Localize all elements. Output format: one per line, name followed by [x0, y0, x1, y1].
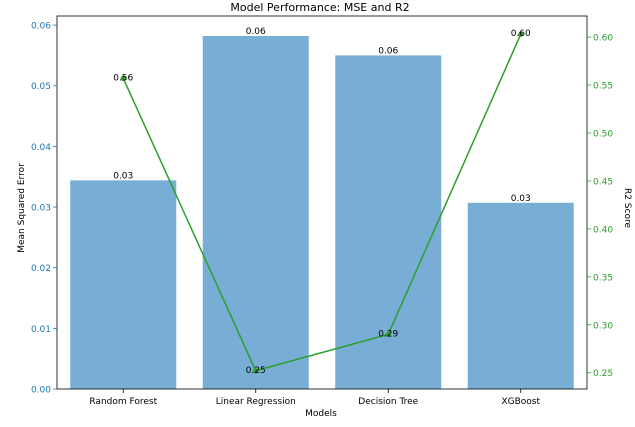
x-tick-label: Linear Regression	[216, 397, 296, 407]
y2-tick-label: 0.30	[593, 321, 613, 331]
r2-marker	[385, 331, 391, 337]
y-tick-label: 0.02	[31, 264, 51, 274]
r2-marker	[518, 31, 524, 37]
r2-value-label: 0.60	[511, 29, 531, 39]
x-tick-label: Decision Tree	[358, 397, 418, 407]
r2-value-label: 0.29	[378, 329, 398, 339]
y2-tick-label: 0.45	[593, 177, 613, 187]
y2-tick-label: 0.40	[593, 225, 613, 235]
r2-marker	[120, 75, 126, 81]
r2-value-label: 0.25	[246, 366, 266, 376]
y-tick-label: 0.00	[31, 386, 51, 396]
y2-tick-label: 0.60	[593, 34, 613, 44]
y-tick-label: 0.04	[31, 143, 51, 153]
bar-value-label: 0.06	[246, 27, 266, 37]
x-tick-label: Random Forest	[89, 397, 157, 407]
bar	[70, 180, 177, 389]
axes-layer: 0.00 0.01 0.02 0.03 0.04 0.05 0.06 0.25 0.30 0.35…	[31, 15, 613, 407]
bar	[467, 202, 574, 389]
r2-line	[122, 33, 522, 372]
chart-title: Model Performance: MSE and R2	[230, 1, 409, 14]
x-axis-label: Models	[305, 409, 337, 419]
y2-axis-label: R2 Score	[622, 188, 632, 229]
y-tick-label: 0.06	[31, 22, 51, 32]
bar	[202, 36, 309, 389]
bar-value-label: 0.03	[511, 194, 531, 204]
y-tick-label: 0.05	[31, 82, 51, 92]
r2-value-label: 0.56	[113, 73, 133, 83]
y2-tick-label: 0.55	[593, 82, 613, 92]
bars-layer	[70, 36, 574, 390]
bar-value-label: 0.06	[378, 46, 398, 56]
y-tick-label: 0.03	[31, 204, 51, 214]
y-tick-label: 0.01	[31, 325, 51, 335]
y2-tick-label: 0.35	[593, 273, 613, 283]
labels-layer: 0.03 0.06 0.06 0.03 0.56 0.25 0.29 0.60	[113, 27, 531, 376]
bar-value-label: 0.03	[113, 171, 133, 181]
y-axis-label: Mean Squared Error	[17, 163, 27, 253]
r2-marker	[253, 368, 259, 374]
line-layer	[120, 31, 524, 374]
y2-tick-label: 0.50	[593, 129, 613, 139]
y2-tick-label: 0.25	[593, 369, 613, 379]
x-tick-label: XGBoost	[501, 397, 540, 407]
plot-frame	[56, 15, 588, 390]
